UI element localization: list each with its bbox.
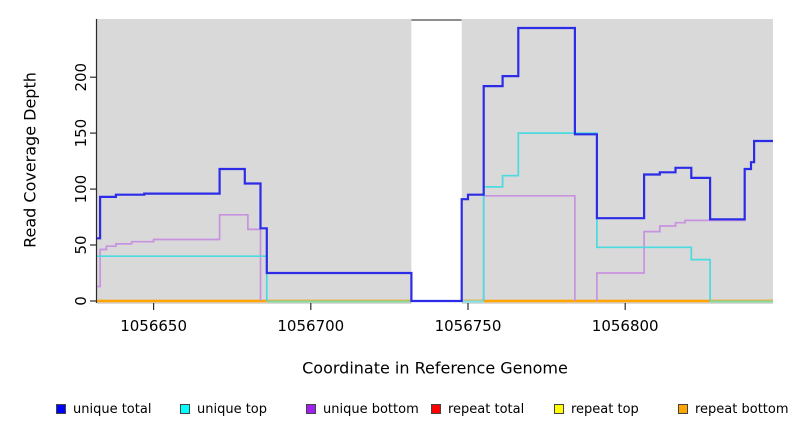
coverage-plot: 0 50 100 150 200 1056650 1056700 1056750 1056800 bbox=[72, 19, 773, 335]
x-tick-label: 1056650 bbox=[120, 317, 187, 335]
plot-background bbox=[461, 19, 773, 304]
y-tick-label: 200 bbox=[72, 63, 90, 92]
series-unique-top bbox=[482, 132, 711, 301]
legend-label: unique bottom bbox=[323, 401, 419, 417]
x-tick-label: 1056700 bbox=[277, 317, 344, 335]
unique-top-swatch-icon bbox=[180, 404, 190, 414]
y-tick-label: 50 bbox=[72, 235, 90, 254]
repeat-bottom-swatch-icon bbox=[678, 404, 688, 414]
unique-bottom-swatch-icon bbox=[306, 404, 316, 414]
x-tick-label: 1056800 bbox=[592, 317, 659, 335]
x-tick-label: 1056750 bbox=[435, 317, 502, 335]
legend-label: repeat top bbox=[571, 401, 639, 417]
legend-item-repeat-total: repeat total bbox=[431, 401, 524, 417]
series-unique-total bbox=[97, 26, 773, 303]
legend-item-repeat-top: repeat top bbox=[554, 401, 639, 417]
legend-label: repeat total bbox=[448, 401, 525, 417]
x-axis-label: Coordinate in Reference Genome bbox=[302, 358, 568, 378]
legend-label: unique top bbox=[197, 401, 268, 417]
series-unique-bottom bbox=[97, 213, 262, 301]
legend-item-unique-top: unique top bbox=[180, 401, 267, 417]
plot-background bbox=[97, 19, 412, 304]
legend-item-repeat-bottom: repeat bottom bbox=[678, 401, 789, 417]
repeat-total-swatch-icon bbox=[431, 404, 441, 414]
y-axis-label: Read Coverage Depth bbox=[20, 72, 40, 248]
y-tick-label: 150 bbox=[72, 119, 90, 148]
legend-item-unique-bottom: unique bottom bbox=[306, 401, 419, 417]
y-tick-label: 100 bbox=[72, 175, 90, 204]
unique-total-swatch-icon bbox=[56, 404, 66, 414]
y-tick-label: 0 bbox=[72, 296, 90, 306]
legend-item-unique-total: unique total bbox=[56, 401, 151, 417]
legend-label: unique total bbox=[73, 401, 152, 417]
legend-label: repeat bottom bbox=[695, 401, 789, 417]
legend: unique total unique top unique bottom re… bbox=[0, 401, 792, 419]
repeat-top-swatch-icon bbox=[554, 404, 564, 414]
